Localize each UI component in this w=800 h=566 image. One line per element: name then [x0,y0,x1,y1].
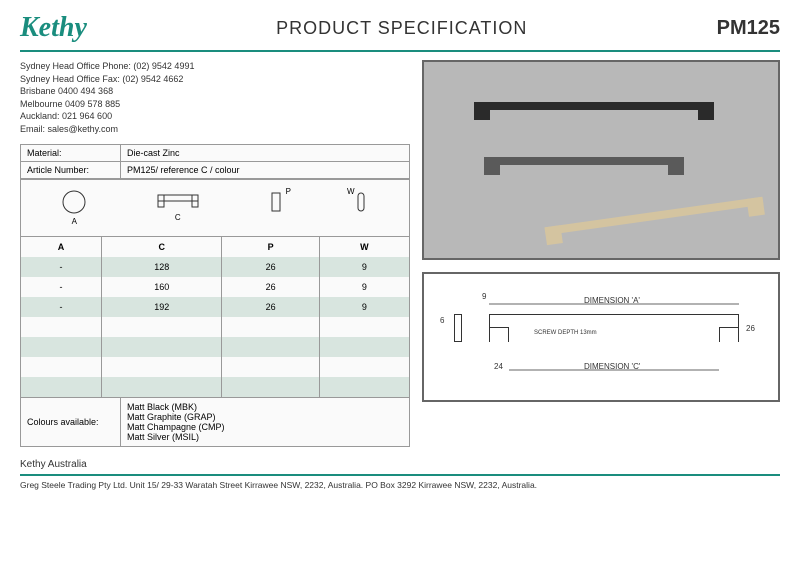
table-row: -192269 [21,297,410,317]
table-row: -128269 [21,257,410,277]
contact-line: Brisbane 0400 494 368 [20,85,410,98]
article-value: PM125/ reference C / colour [121,161,410,178]
article-label: Article Number: [21,161,121,178]
logo: Kethy [20,12,87,44]
contact-line: Sydney Head Office Phone: (02) 9542 4991 [20,60,410,73]
front-view [489,314,739,342]
material-value: Die-cast Zinc [121,144,410,161]
footer: Kethy Australia Greg Steele Trading Pty … [20,459,780,490]
p-icon: P [268,191,284,224]
footer-company: Kethy Australia [20,459,780,470]
contact-line: Melbourne 0409 578 885 [20,98,410,111]
footer-address: Greg Steele Trading Pty Ltd. Unit 15/ 29… [20,474,780,490]
colours-values: Matt Black (MBK) Matt Graphite (GRAP) Ma… [121,397,410,446]
product-photo [422,60,780,260]
table-row [21,337,410,357]
handle-black [474,102,714,110]
table-row: -160269 [21,277,410,297]
colours-table: Colours available: Matt Black (MBK) Matt… [20,397,410,447]
product-code: PM125 [717,17,780,40]
w-icon: W [353,191,369,224]
table-row [21,317,410,337]
side-view [454,314,462,342]
dimensions-table: A C P W -128269 -160269 -192269 [20,237,410,397]
spec-table: Material: Die-cast Zinc Article Number: … [20,144,410,179]
dim-header: A [21,237,102,257]
dim-header: C [101,237,221,257]
diameter-icon: A [61,189,87,226]
technical-drawing: 9 6 DIMENSION 'A' DIMENSION 'C' 24 26 SC… [422,272,780,402]
handle-champagne [545,197,764,236]
table-row [21,377,410,397]
dim-header: W [319,237,409,257]
table-row [21,357,410,377]
handle-graphite [484,157,684,165]
dimension-icons: A C P W [20,179,410,237]
contact-line: Email: sales@kethy.com [20,123,410,136]
material-label: Material: [21,144,121,161]
colours-label: Colours available: [21,397,121,446]
contact-line: Auckland: 021 964 600 [20,110,410,123]
contact-block: Sydney Head Office Phone: (02) 9542 4991… [20,60,410,136]
contact-line: Sydney Head Office Fax: (02) 9542 4662 [20,73,410,86]
header: Kethy PRODUCT SPECIFICATION PM125 [20,12,780,52]
c-icon: C [156,193,200,222]
page-title: PRODUCT SPECIFICATION [276,18,527,39]
dim-header: P [222,237,319,257]
